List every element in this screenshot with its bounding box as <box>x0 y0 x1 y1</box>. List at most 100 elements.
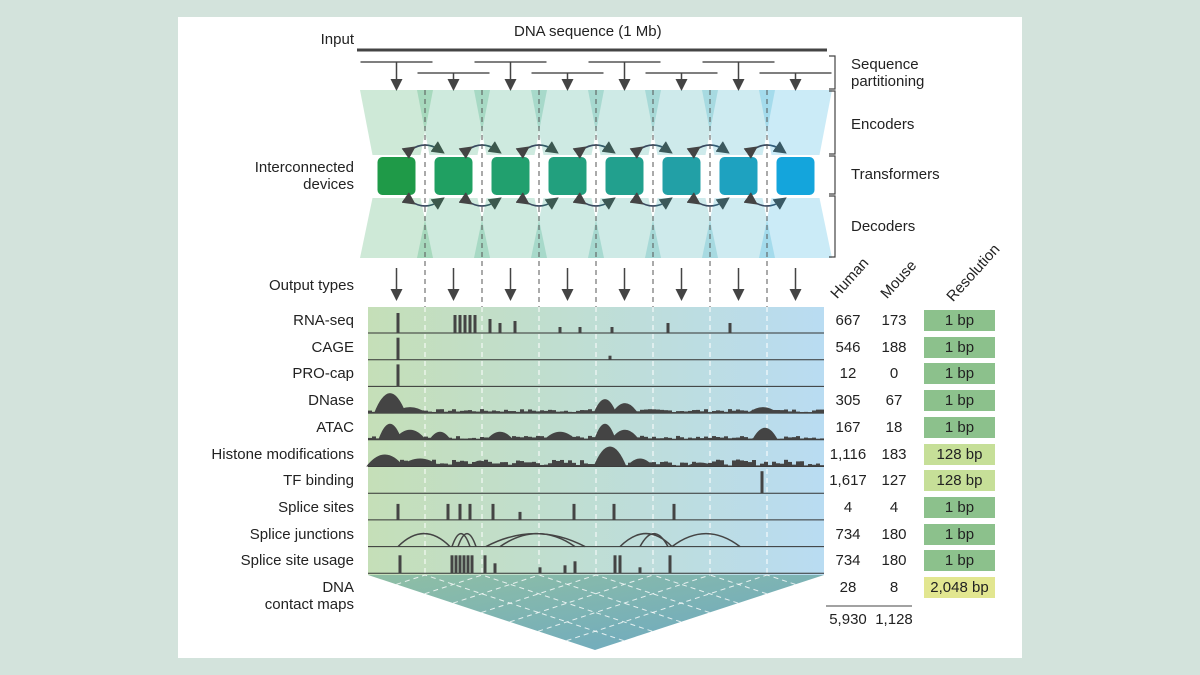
signal-noise <box>784 409 788 414</box>
signal-bar <box>666 323 670 333</box>
resolution-badge: 1 bp <box>924 523 995 545</box>
signal-noise <box>748 462 752 467</box>
track-label: PRO-cap <box>292 365 354 383</box>
signal-noise <box>492 437 496 440</box>
signal-noise <box>704 463 708 467</box>
signal-bar <box>513 321 517 333</box>
signal-noise <box>580 437 584 440</box>
signal-noise <box>784 436 788 440</box>
signal-bar <box>463 315 467 333</box>
signal-bar <box>454 555 458 574</box>
signal-noise <box>584 463 588 467</box>
signal-noise <box>724 411 728 414</box>
signal-noise <box>528 409 532 414</box>
signal-noise <box>372 411 376 414</box>
signal-noise <box>532 410 536 414</box>
signal-noise <box>508 464 512 467</box>
signal-noise <box>428 461 432 467</box>
signal-noise <box>704 409 708 414</box>
signal-noise <box>488 461 492 467</box>
signal-noise <box>532 461 536 467</box>
signal-noise <box>472 437 476 440</box>
signal-noise <box>416 411 420 414</box>
signal-noise <box>460 460 464 467</box>
decoder-shape <box>360 198 433 258</box>
mouse-count: 67 <box>885 392 903 410</box>
human-count: 4 <box>843 498 853 516</box>
signal-noise <box>704 436 708 440</box>
signal-noise <box>416 436 420 440</box>
encoder-shape <box>417 90 490 155</box>
signal-noise <box>588 464 592 467</box>
device-box <box>491 157 530 195</box>
splice-junction-arc <box>499 532 576 548</box>
signal-noise <box>688 437 692 440</box>
encoder-shape <box>531 90 604 155</box>
signal-noise <box>516 436 520 440</box>
signal-noise <box>400 459 404 467</box>
signal-noise <box>452 438 456 440</box>
signal-noise <box>420 464 424 467</box>
splice-junction-arc <box>639 532 669 547</box>
signal-noise <box>804 411 808 414</box>
signal-noise <box>388 411 392 414</box>
signal-noise <box>680 437 684 440</box>
device-box <box>434 157 473 195</box>
resolution-badge: 1 bp <box>924 496 995 518</box>
signal-noise <box>568 460 572 467</box>
signal-bar <box>638 567 642 574</box>
signal-noise <box>656 409 660 414</box>
signal-noise <box>644 436 648 440</box>
track-label: RNA-seq <box>293 312 354 329</box>
signal-noise <box>688 465 692 467</box>
bidirectional-arrow-icon <box>572 192 616 210</box>
track-label: Splice sites <box>278 498 354 516</box>
signal-noise <box>788 411 792 414</box>
signal-noise <box>432 459 436 467</box>
track-label: Splice junctions <box>249 525 354 543</box>
splice-junction-arc <box>671 533 741 548</box>
signal-noise <box>512 463 516 467</box>
signal-noise <box>756 437 760 440</box>
signal-noise <box>564 410 568 414</box>
signal-noise <box>540 436 544 440</box>
signal-noise <box>776 410 780 414</box>
signal-noise <box>676 435 680 440</box>
signal-peak <box>594 423 616 440</box>
bidirectional-arrow-icon <box>686 192 730 210</box>
signal-noise <box>384 438 388 440</box>
signal-noise <box>712 411 716 414</box>
splice-junction-arc <box>397 533 451 548</box>
signal-noise <box>816 438 820 440</box>
resolution-badge: 1 bp <box>924 416 995 438</box>
signal-noise <box>476 464 480 467</box>
signal-noise <box>416 464 420 467</box>
mouse-count: 180 <box>881 552 907 570</box>
signal-bar <box>473 315 477 333</box>
signal-bar <box>446 503 450 520</box>
signal-noise <box>492 463 496 467</box>
signal-noise <box>440 463 444 467</box>
signal-noise <box>412 438 416 440</box>
signal-noise <box>672 438 676 440</box>
signal-noise <box>560 459 564 467</box>
signal-noise <box>696 436 700 440</box>
signal-noise <box>376 462 380 467</box>
signal-noise <box>576 464 580 467</box>
signal-noise <box>536 411 540 414</box>
bidirectional-arrow-icon <box>401 192 445 210</box>
signal-noise <box>776 463 780 467</box>
bracket <box>829 55 836 90</box>
signal-noise <box>668 410 672 414</box>
signal-noise <box>612 460 616 467</box>
signal-peak <box>593 446 627 467</box>
signal-noise <box>752 438 756 440</box>
signal-noise <box>772 409 776 414</box>
signal-noise <box>424 410 428 414</box>
signal-noise <box>480 461 484 467</box>
track-label: CAGE <box>311 338 354 356</box>
dna-sequence-label: DNA sequence (1 Mb) <box>514 23 662 40</box>
signal-noise <box>500 411 504 414</box>
mouse-count: 8 <box>889 579 899 596</box>
signal-noise <box>444 411 448 414</box>
